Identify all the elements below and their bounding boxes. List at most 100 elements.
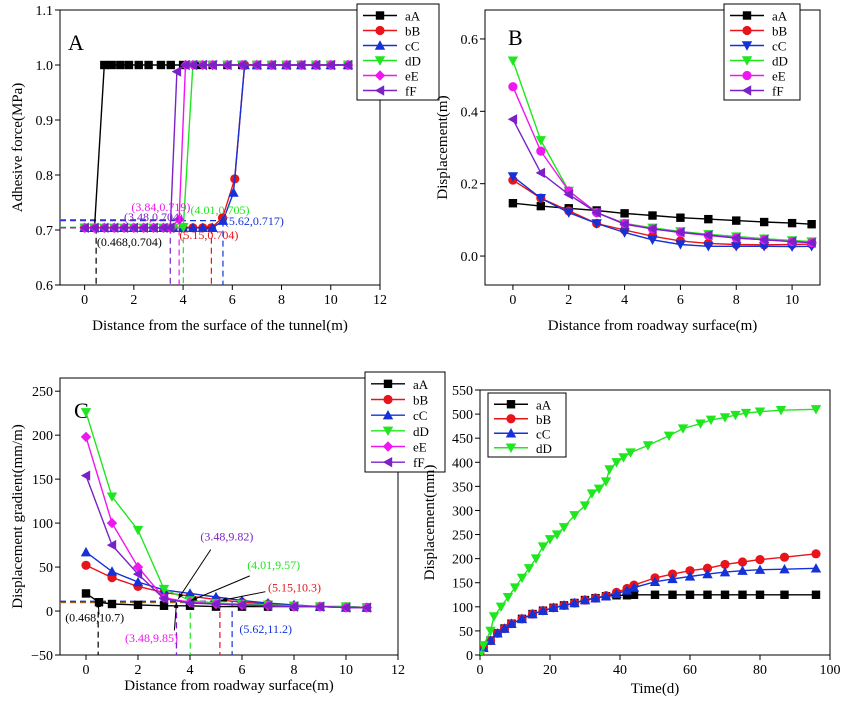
data-point-dD bbox=[754, 407, 766, 417]
legend-label: aA bbox=[413, 377, 429, 392]
y-tick-label: 250 bbox=[32, 385, 53, 400]
data-point-cC bbox=[579, 594, 591, 605]
data-point-cC bbox=[207, 222, 218, 232]
data-point-aA bbox=[100, 60, 109, 70]
y-tick-label: 300 bbox=[452, 504, 473, 519]
data-point-eE bbox=[173, 214, 185, 225]
data-point-fF bbox=[236, 59, 247, 71]
y-axis-label: Displacement(m) bbox=[435, 95, 451, 199]
data-point-cC bbox=[499, 623, 510, 633]
data-point-aA bbox=[787, 218, 797, 228]
x-tick-label: 2 bbox=[135, 663, 142, 678]
data-point-aA bbox=[166, 60, 175, 70]
annotation-label: (0.468,10.7) bbox=[65, 611, 124, 625]
series-group bbox=[507, 56, 817, 252]
y-tick-label: 0.6 bbox=[461, 33, 479, 48]
plot-frame bbox=[484, 9, 821, 286]
data-point-cC bbox=[702, 568, 713, 579]
data-point-cC bbox=[667, 573, 678, 584]
x-tick-label: 0 bbox=[83, 663, 90, 678]
data-point-dD bbox=[593, 484, 605, 494]
data-point-dD bbox=[178, 223, 189, 233]
series-line-eE bbox=[85, 436, 367, 609]
y-axis-label: Adhesive force(MPa) bbox=[10, 83, 26, 213]
data-point-dD bbox=[775, 406, 787, 416]
data-point-aA bbox=[703, 590, 712, 599]
data-point-dD bbox=[569, 511, 580, 521]
legend-label: fF bbox=[405, 84, 417, 99]
data-point-fF bbox=[731, 232, 741, 244]
legend-label: dD bbox=[536, 441, 552, 456]
data-point-aA bbox=[622, 591, 632, 600]
legend-box bbox=[364, 371, 446, 473]
y-tick-label: 1.1 bbox=[36, 4, 54, 19]
data-point-cC bbox=[703, 242, 714, 252]
panel-c: 0 2 4 6 8 10 12 −50 0 50 100 150 200 250 Distance from… bbox=[10, 371, 446, 694]
data-point-fF bbox=[703, 229, 713, 241]
x-tick-label: 2 bbox=[130, 293, 137, 308]
data-point-bB bbox=[737, 557, 748, 567]
data-point-fF bbox=[288, 601, 299, 612]
data-point-fF bbox=[79, 222, 89, 233]
data-point-aA bbox=[620, 209, 629, 218]
data-point-cC bbox=[184, 588, 196, 598]
y-tick-label: 50 bbox=[39, 561, 53, 576]
x-tick-label: 0 bbox=[509, 293, 516, 308]
series-group bbox=[79, 59, 354, 233]
y-tick-label: 0.4 bbox=[461, 105, 479, 120]
data-point-dD bbox=[695, 419, 706, 429]
data-point-cC bbox=[492, 628, 503, 638]
data-point-fF bbox=[340, 602, 351, 613]
legend-marker-cC bbox=[374, 40, 386, 50]
data-point-bB bbox=[779, 552, 790, 562]
series-line-dD bbox=[512, 60, 812, 243]
data-point-fF bbox=[197, 59, 207, 71]
data-point-dD bbox=[509, 583, 521, 593]
y-tick-label: 550 bbox=[452, 384, 473, 399]
data-point-aA bbox=[648, 211, 657, 220]
data-point-aA bbox=[107, 60, 116, 70]
legend-marker-fF bbox=[382, 456, 393, 468]
data-point-aA bbox=[732, 216, 741, 225]
data-point-fF bbox=[89, 222, 99, 233]
annotation-label: (3.84,0.719) bbox=[131, 200, 190, 214]
data-point-cC bbox=[649, 576, 661, 586]
annotation-arrowhead bbox=[178, 592, 184, 599]
data-point-aA bbox=[116, 60, 125, 70]
x-tick-label: 12 bbox=[373, 293, 387, 308]
legend-marker-dD bbox=[382, 426, 394, 437]
data-point-fF bbox=[310, 59, 321, 71]
y-tick-label: 0.8 bbox=[36, 169, 54, 184]
annotation-arrow bbox=[177, 549, 212, 599]
legend-marker-cC bbox=[382, 409, 394, 420]
x-axis-label: Distance from roadway surface(m) bbox=[548, 318, 758, 334]
data-point-dD bbox=[810, 405, 822, 415]
legend-marker-dD bbox=[374, 56, 386, 66]
legend-label: cC bbox=[536, 426, 550, 441]
data-point-fF bbox=[132, 568, 143, 580]
legend-label: fF bbox=[772, 84, 784, 99]
data-point-aA bbox=[159, 601, 169, 610]
x-tick-label: 10 bbox=[339, 663, 353, 678]
annotation-arrowhead bbox=[221, 597, 228, 602]
data-point-fF bbox=[266, 59, 276, 71]
legend-marker-aA bbox=[383, 379, 393, 389]
panel-a: 0 2 4 6 8 10 12 0.6 0.7 0.8 0.9 1.0 1.1 Distance from… bbox=[10, 3, 440, 334]
x-tick-label: 6 bbox=[229, 293, 236, 308]
data-point-cC bbox=[228, 187, 239, 197]
annotation-label: (4.01,0.705) bbox=[190, 203, 249, 217]
y-tick-label: 0.0 bbox=[461, 250, 479, 265]
y-tick-label: 450 bbox=[452, 432, 473, 447]
data-point-aA bbox=[676, 213, 685, 222]
annotation-label: (5.15,0.704) bbox=[179, 228, 238, 242]
data-point-cC bbox=[591, 219, 602, 229]
data-point-fF bbox=[314, 601, 325, 612]
legend-label: bB bbox=[772, 24, 788, 39]
data-point-dD bbox=[740, 408, 752, 419]
data-point-cC bbox=[217, 215, 229, 225]
legend-marker-bB bbox=[383, 394, 393, 405]
y-tick-label: 0.9 bbox=[36, 114, 54, 129]
data-point-dD bbox=[485, 626, 496, 637]
